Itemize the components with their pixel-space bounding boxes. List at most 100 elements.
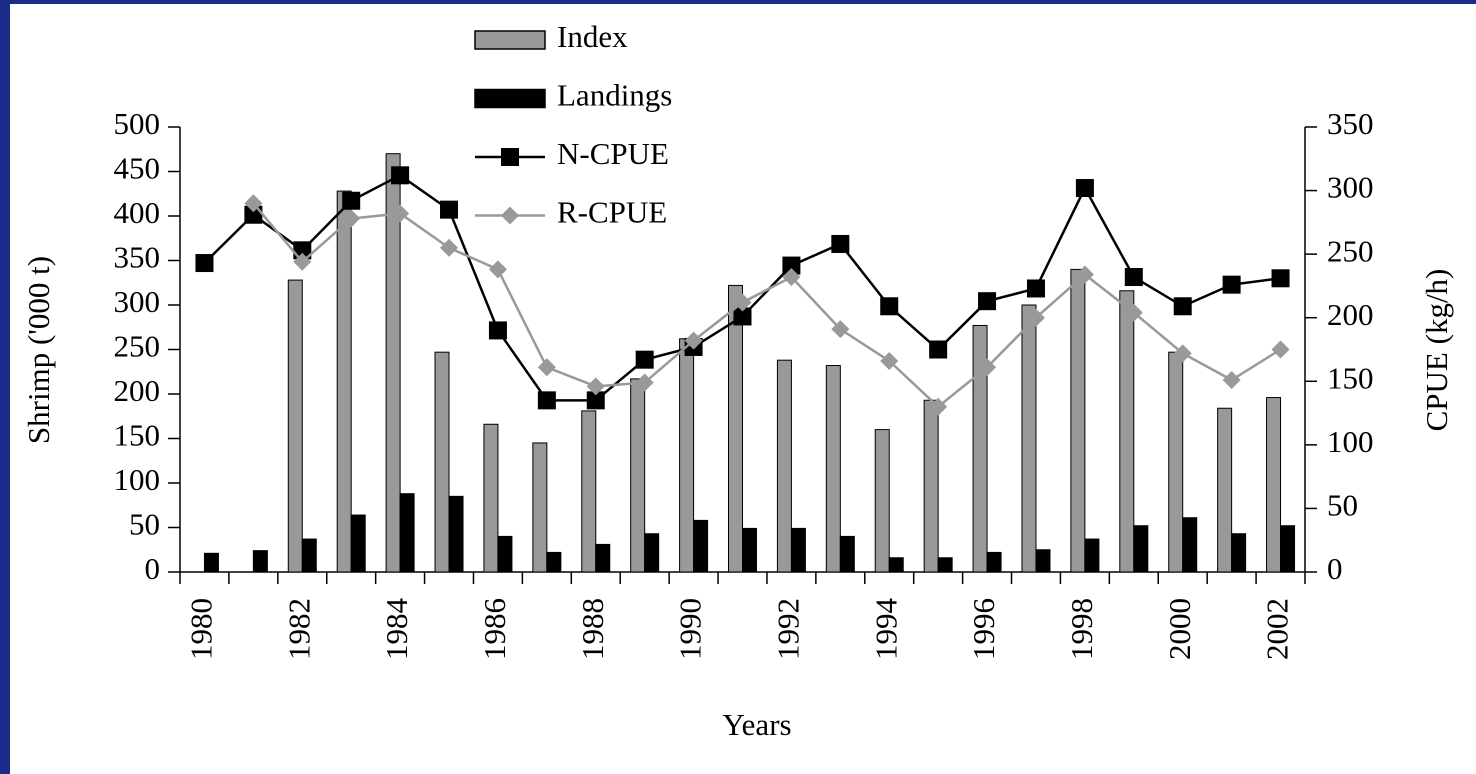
y2-tick-label: 200 bbox=[1327, 297, 1374, 332]
marker bbox=[1075, 179, 1094, 198]
bar bbox=[1035, 549, 1051, 573]
marker bbox=[831, 320, 850, 339]
bar bbox=[287, 279, 303, 573]
bar bbox=[644, 533, 660, 573]
marker bbox=[978, 358, 997, 377]
x-tick-label: 1996 bbox=[966, 598, 1001, 660]
bar bbox=[679, 338, 695, 573]
bar bbox=[888, 557, 904, 573]
legend-marker bbox=[501, 148, 519, 166]
y-tick-label: 350 bbox=[114, 240, 161, 275]
y-tick-label: 100 bbox=[114, 462, 161, 497]
marker bbox=[586, 377, 605, 396]
x-tick-label: 2002 bbox=[1260, 598, 1295, 660]
bar bbox=[203, 552, 219, 573]
y-tick-label: 400 bbox=[114, 195, 161, 230]
marker bbox=[1026, 279, 1045, 298]
bar bbox=[1217, 407, 1233, 573]
marker bbox=[978, 292, 997, 311]
marker bbox=[1026, 308, 1045, 327]
marker bbox=[684, 331, 703, 350]
bar bbox=[301, 538, 317, 573]
bar bbox=[742, 527, 757, 573]
marker bbox=[488, 321, 507, 340]
bar bbox=[874, 429, 890, 573]
marker bbox=[1222, 371, 1241, 390]
marker bbox=[1075, 265, 1094, 284]
x-tick-label: 1988 bbox=[575, 598, 610, 660]
x-tick-label: 1990 bbox=[673, 598, 708, 660]
y2-tick-label: 0 bbox=[1327, 551, 1343, 586]
bar bbox=[825, 365, 841, 573]
bar bbox=[350, 514, 366, 573]
bar bbox=[790, 527, 806, 573]
bar bbox=[839, 535, 855, 573]
bar bbox=[1021, 304, 1037, 573]
marker bbox=[537, 391, 556, 410]
marker bbox=[293, 252, 312, 271]
marker bbox=[782, 268, 801, 287]
y2-tick-label: 300 bbox=[1327, 170, 1374, 205]
marker bbox=[1173, 297, 1192, 316]
marker bbox=[782, 256, 801, 275]
y-axis-title: Shrimp ('000 t) bbox=[21, 256, 56, 444]
marker bbox=[880, 351, 899, 370]
marker bbox=[342, 209, 361, 228]
bar bbox=[1070, 268, 1086, 573]
bar bbox=[581, 410, 597, 573]
marker bbox=[929, 340, 948, 359]
marker bbox=[1222, 275, 1241, 294]
marker bbox=[391, 204, 410, 223]
x-axis-title: Years bbox=[722, 707, 791, 742]
bar bbox=[630, 378, 646, 573]
bar bbox=[986, 551, 1002, 573]
bar bbox=[385, 153, 401, 573]
y2-axis-title: CPUE (kg/h) bbox=[1419, 269, 1454, 432]
marker bbox=[1173, 344, 1192, 363]
bar bbox=[497, 535, 513, 573]
marker bbox=[733, 307, 752, 326]
marker bbox=[195, 254, 214, 273]
legend-swatch bbox=[474, 88, 546, 109]
y2-tick-label: 350 bbox=[1327, 106, 1374, 141]
marker bbox=[1271, 269, 1290, 288]
bar bbox=[1231, 533, 1247, 573]
x-tick-label: 1994 bbox=[868, 598, 903, 661]
y-tick-label: 300 bbox=[114, 284, 161, 319]
legend-marker bbox=[501, 206, 519, 225]
bar bbox=[546, 551, 562, 573]
bar bbox=[399, 493, 415, 573]
bar bbox=[1266, 397, 1282, 573]
bar bbox=[252, 550, 268, 573]
bar bbox=[937, 557, 953, 573]
y2-tick-label: 150 bbox=[1327, 360, 1374, 395]
bar bbox=[728, 284, 743, 573]
marker bbox=[929, 397, 948, 416]
line bbox=[252, 202, 1282, 409]
marker bbox=[1271, 340, 1290, 359]
marker bbox=[586, 391, 605, 410]
marker bbox=[733, 293, 752, 312]
marker bbox=[440, 200, 459, 219]
y-tick-label: 0 bbox=[145, 551, 161, 586]
y-tick-label: 250 bbox=[114, 329, 161, 364]
bar bbox=[532, 442, 548, 573]
bar bbox=[693, 519, 709, 573]
y-tick-label: 450 bbox=[114, 151, 161, 186]
legend-label: R-CPUE bbox=[557, 195, 667, 230]
bar bbox=[595, 543, 611, 573]
bar bbox=[1168, 351, 1184, 573]
marker bbox=[1124, 268, 1143, 287]
marker bbox=[635, 373, 654, 392]
bar bbox=[776, 359, 792, 573]
y-tick-label: 50 bbox=[129, 507, 160, 542]
bar bbox=[483, 423, 499, 573]
marker bbox=[831, 234, 850, 253]
y-tick-label: 150 bbox=[114, 418, 161, 453]
marker bbox=[537, 358, 556, 377]
bar bbox=[1084, 538, 1100, 573]
bar bbox=[972, 324, 988, 573]
legend-label: Index bbox=[557, 19, 628, 54]
